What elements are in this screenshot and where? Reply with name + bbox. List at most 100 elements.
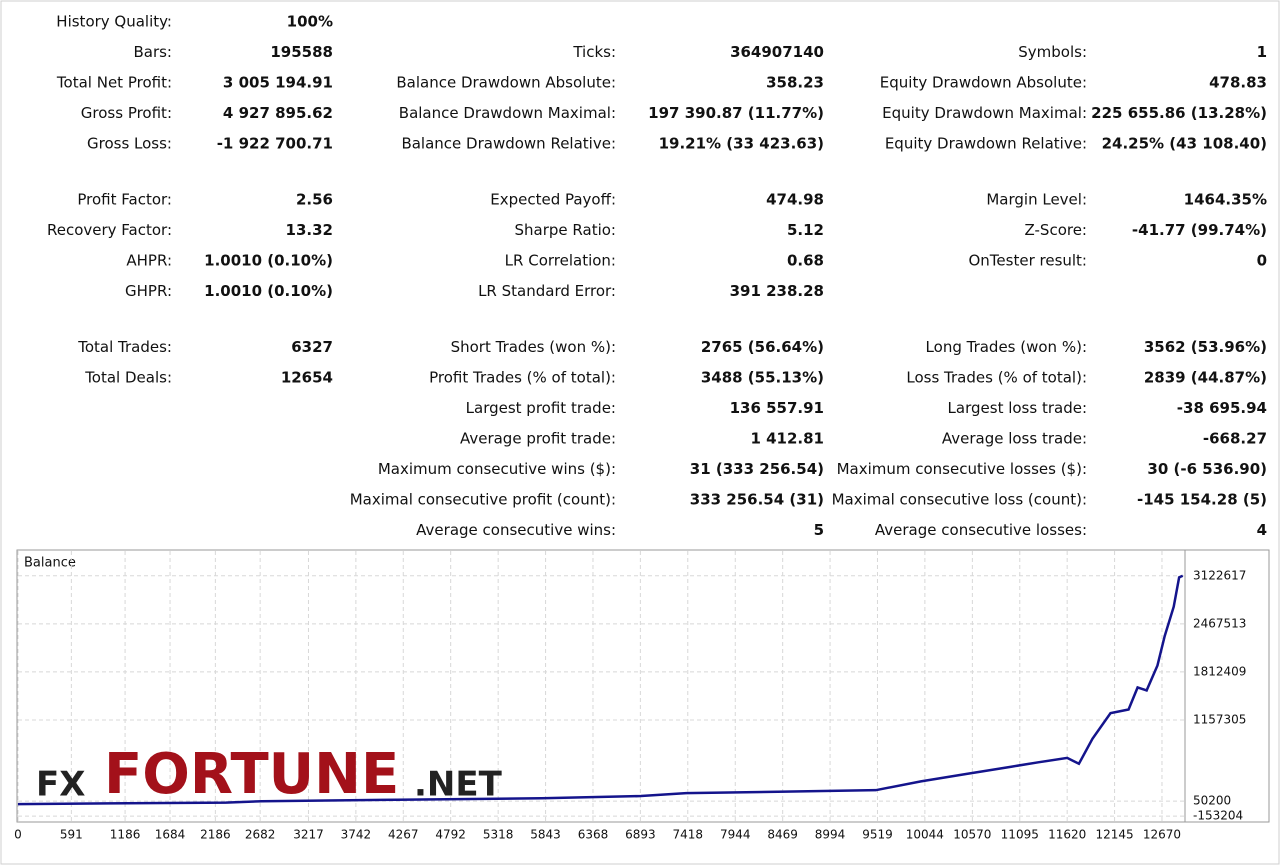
stat-label: Symbols: (1018, 43, 1087, 61)
stat-label: Gross Loss: (87, 135, 172, 153)
stat-label: Average loss trade: (942, 430, 1087, 448)
stat-label: GHPR: (125, 282, 172, 300)
watermark-prefix: FX (36, 765, 85, 805)
chart-title: Balance (24, 556, 76, 571)
stat-value: 2765 (56.64%) (701, 338, 824, 356)
stat-label: AHPR: (126, 252, 172, 270)
stat-label: Equity Drawdown Absolute: (880, 74, 1087, 92)
x-tick-label: 5843 (530, 828, 561, 842)
y-tick-label: 1157305 (1193, 712, 1246, 726)
stat-value: 30 (-6 536.90) (1147, 460, 1267, 478)
x-tick-label: 2186 (200, 828, 231, 842)
x-tick-label: 7944 (720, 828, 751, 842)
stat-label: Ticks: (572, 43, 616, 61)
stat-label: Largest loss trade: (948, 399, 1087, 417)
balance-line (17, 574, 1184, 806)
stat-label: Gross Profit: (81, 104, 172, 122)
stat-label: Short Trades (won %): (451, 338, 616, 356)
watermark-name: FORTUNE (104, 742, 399, 807)
stat-label: Expected Payoff: (490, 191, 616, 209)
stat-value: -41.77 (99.74%) (1132, 221, 1267, 239)
stat-value: 478.83 (1209, 74, 1267, 92)
stat-label: Recovery Factor: (47, 221, 172, 239)
x-tick-label: 1186 (110, 828, 141, 842)
stat-value: 3 005 194.91 (223, 74, 333, 92)
x-tick-label: 0 (14, 828, 22, 842)
stat-label: History Quality: (56, 13, 172, 31)
watermark-suffix: .NET (414, 765, 503, 805)
stat-label: Equity Drawdown Relative: (885, 135, 1087, 153)
stat-value: 31 (333 256.54) (690, 460, 824, 478)
stat-label: OnTester result: (968, 252, 1087, 270)
stat-value: 1464.35% (1184, 191, 1267, 209)
stat-label: Sharpe Ratio: (515, 221, 616, 239)
stat-label: Maximal consecutive profit (count): (350, 491, 616, 509)
stat-label: Long Trades (won %): (926, 338, 1087, 356)
x-tick-label: 8994 (815, 828, 846, 842)
stat-value: 5 (814, 521, 824, 539)
y-tick-label: -153204 (1193, 809, 1243, 823)
x-tick-label: 12145 (1095, 828, 1133, 842)
x-tick-label: 11620 (1048, 828, 1086, 842)
stat-value: 358.23 (766, 74, 824, 92)
y-tick-label: 3122617 (1193, 568, 1246, 582)
y-tick-label: 50200 (1193, 794, 1231, 808)
stat-label: Profit Factor: (77, 191, 172, 209)
stat-label: Z-Score: (1025, 221, 1088, 239)
stat-value: 474.98 (766, 191, 824, 209)
stat-label: Bars: (133, 43, 172, 61)
x-tick-label: 10044 (906, 828, 944, 842)
stat-label: Total Net Profit: (56, 74, 172, 92)
x-tick-label: 6368 (578, 828, 609, 842)
x-tick-label: 4267 (388, 828, 419, 842)
stat-label: Balance Drawdown Relative: (401, 135, 616, 153)
stat-value: 0.68 (787, 252, 824, 270)
stat-value: 19.21% (33 423.63) (659, 135, 824, 153)
stat-value: -1 922 700.71 (217, 135, 333, 153)
stat-label: Loss Trades (% of total): (906, 369, 1087, 387)
stat-value: 3562 (53.96%) (1144, 338, 1267, 356)
stat-value: 2.56 (296, 191, 333, 209)
stat-value: 3488 (55.13%) (701, 369, 824, 387)
stat-value: 136 557.91 (730, 399, 824, 417)
stat-label: Average consecutive wins: (416, 521, 616, 539)
stat-label: Profit Trades (% of total): (429, 369, 616, 387)
x-tick-label: 8469 (767, 828, 798, 842)
stat-value: 391 238.28 (730, 282, 824, 300)
stat-label: Maximal consecutive loss (count): (832, 491, 1087, 509)
stat-value: 1 (1257, 43, 1267, 61)
x-tick-label: 12670 (1143, 828, 1181, 842)
stat-value: 1.0010 (0.10%) (204, 282, 333, 300)
stat-value: 5.12 (787, 221, 824, 239)
stat-value: 1 412.81 (750, 430, 824, 448)
y-tick-label: 1812409 (1193, 664, 1246, 678)
x-tick-label: 9519 (862, 828, 893, 842)
stat-label: Average consecutive losses: (875, 521, 1087, 539)
stat-label: Maximum consecutive wins ($): (378, 460, 616, 478)
x-tick-label: 2682 (245, 828, 276, 842)
stat-value: 197 390.87 (11.77%) (648, 104, 824, 122)
stat-label: Equity Drawdown Maximal: (882, 104, 1087, 122)
x-tick-label: 1684 (155, 828, 186, 842)
stat-value: 4 (1257, 521, 1267, 539)
stat-value: -668.27 (1203, 430, 1267, 448)
stat-label: Maximum consecutive losses ($): (837, 460, 1087, 478)
stat-value: 225 655.86 (13.28%) (1091, 104, 1267, 122)
stat-label: LR Standard Error: (478, 282, 616, 300)
stat-value: 364907140 (730, 43, 824, 61)
stat-label: Balance Drawdown Maximal: (399, 104, 616, 122)
stat-value: 195588 (270, 43, 333, 61)
stat-value: 24.25% (43 108.40) (1102, 135, 1267, 153)
stat-value: -145 154.28 (5) (1137, 491, 1267, 509)
stat-label: Total Deals: (84, 369, 172, 387)
stat-label: Largest profit trade: (466, 399, 616, 417)
stat-label: Average profit trade: (460, 430, 616, 448)
stat-value: 13.32 (286, 221, 333, 239)
stat-value: 333 256.54 (31) (690, 491, 824, 509)
stat-value: 2839 (44.87%) (1144, 369, 1267, 387)
stat-label: LR Correlation: (505, 252, 616, 270)
stat-value: -38 695.94 (1177, 399, 1267, 417)
stat-value: 6327 (291, 338, 333, 356)
